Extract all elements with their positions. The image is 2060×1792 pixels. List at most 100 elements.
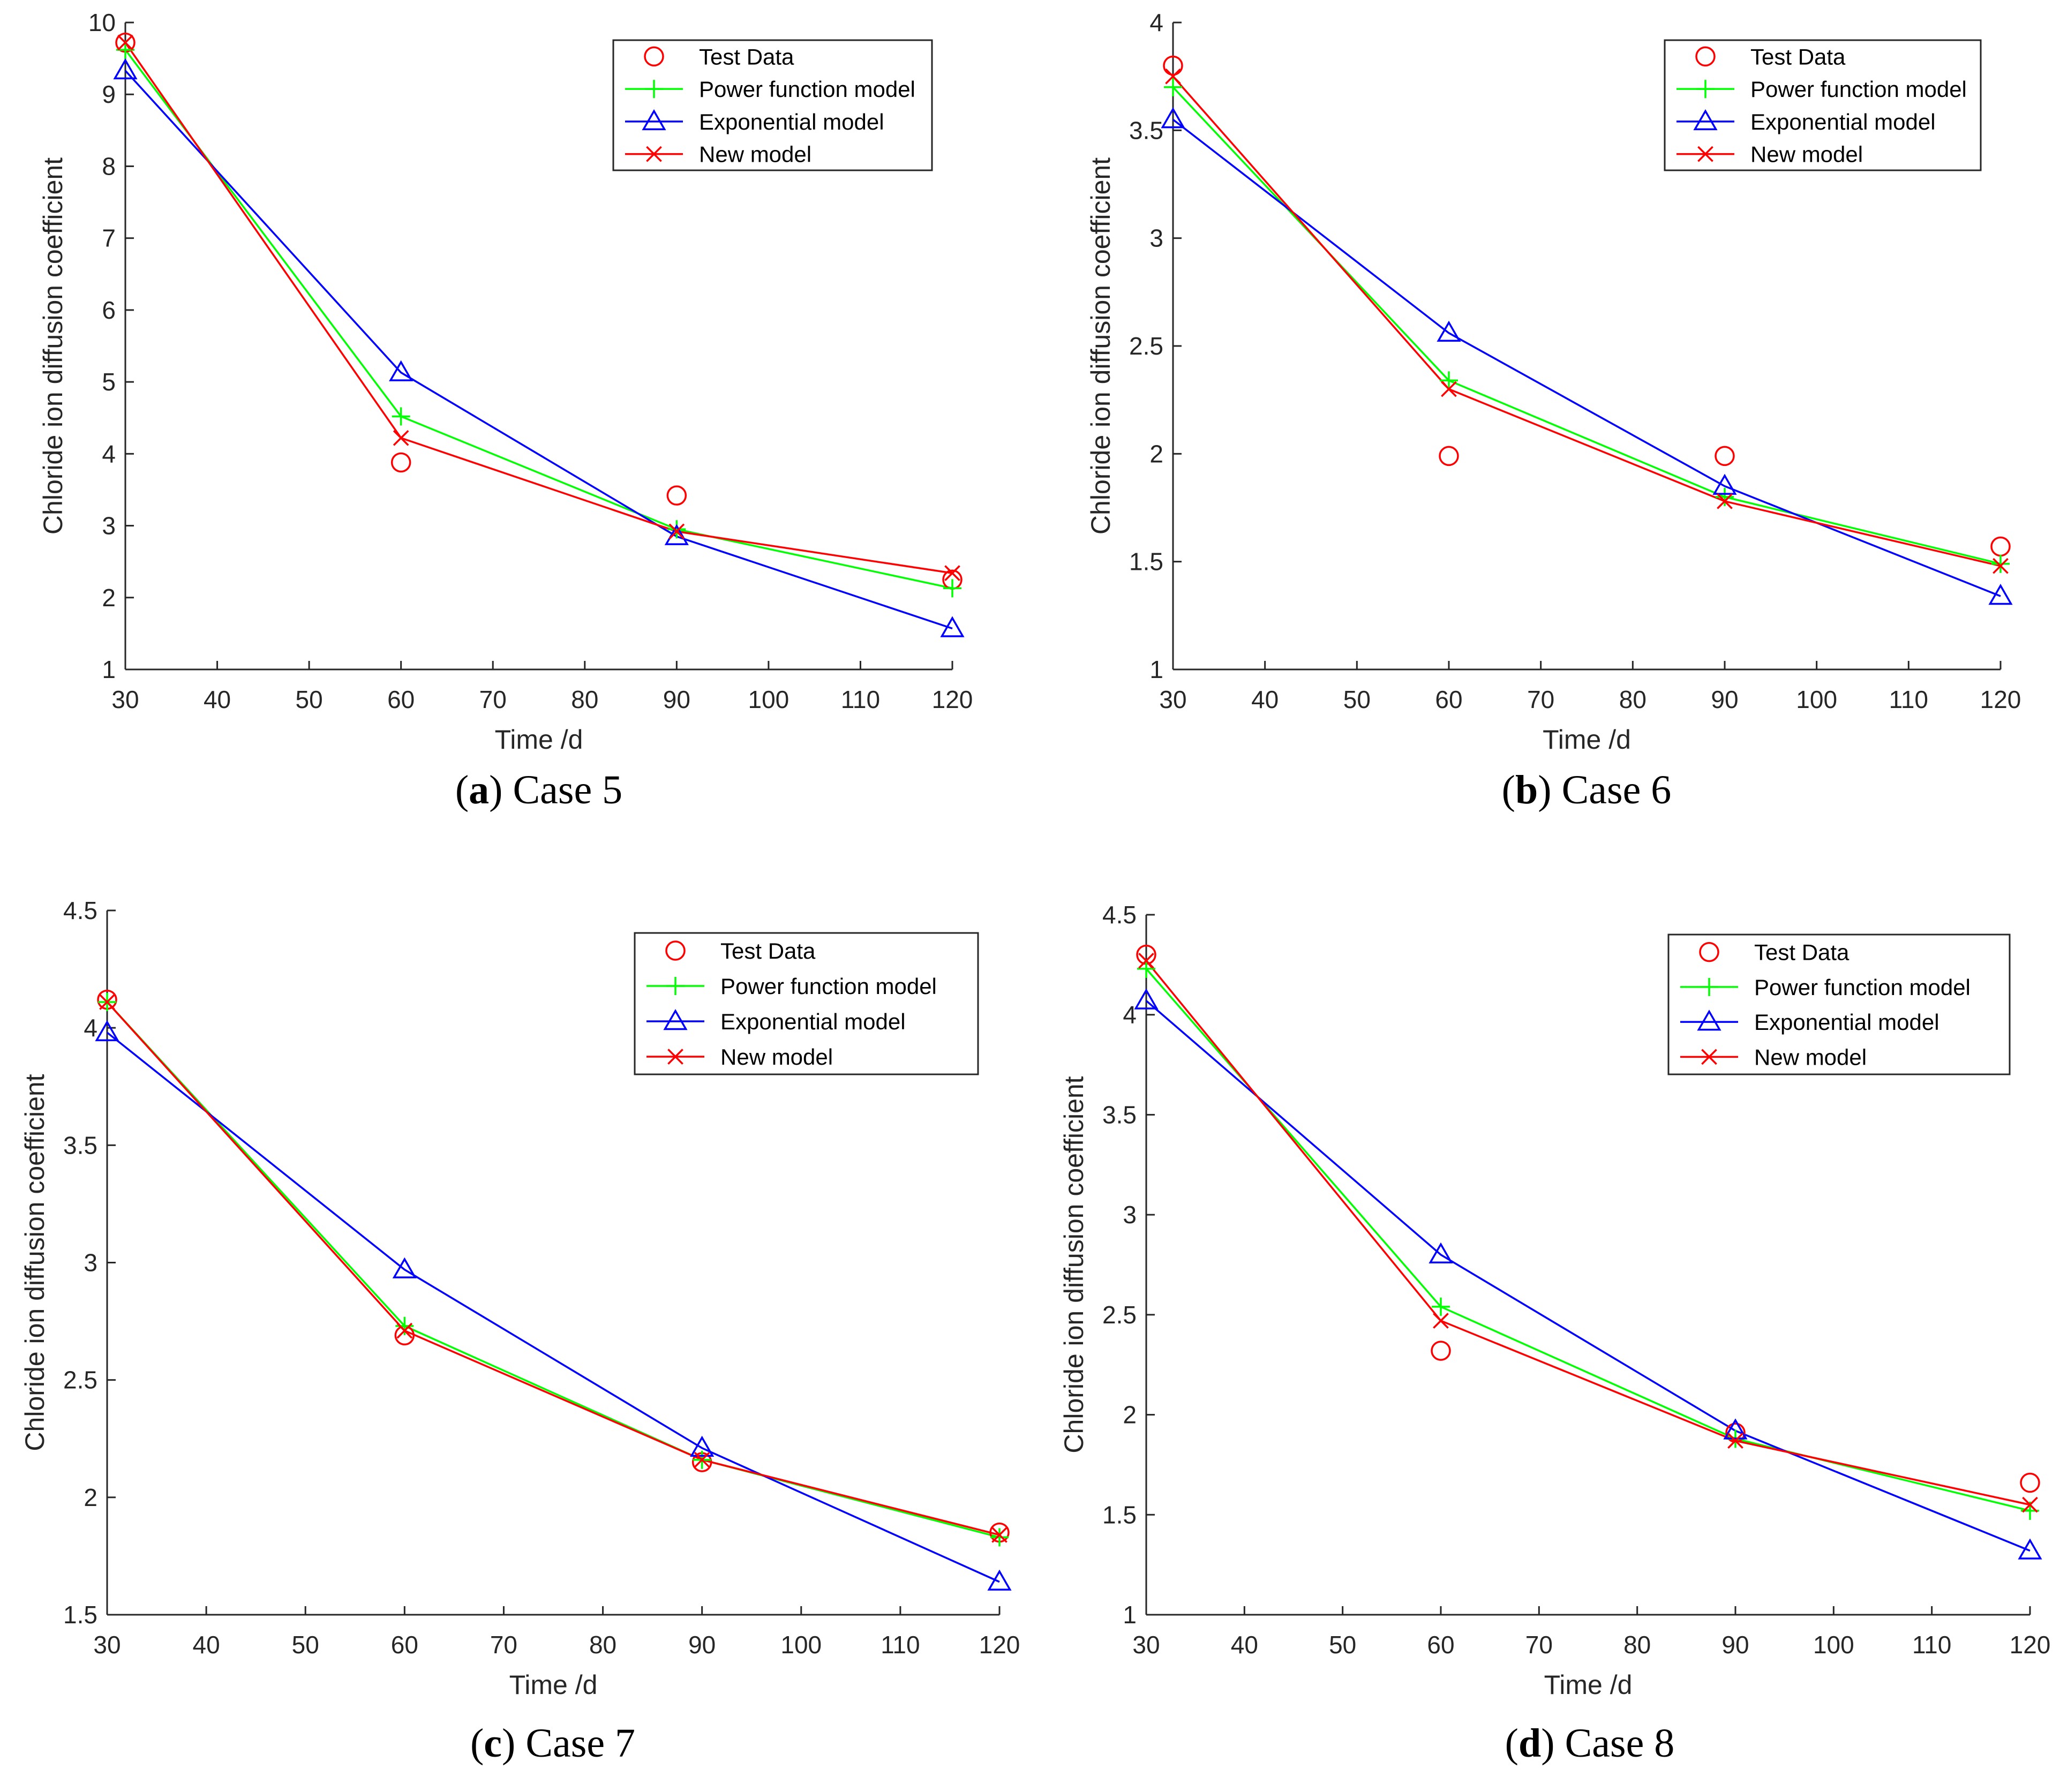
x-axis-label: Time /d [495, 725, 583, 755]
new-model-line [1145, 960, 2031, 1506]
x-tick-label: 70 [1527, 686, 1554, 713]
chart-panel-b: 30 40 50 60 70 80 90 100 110 120 1 1.5 2 2.5 3 3.5 4 Time… [1086, 9, 2021, 812]
legend-label: Power function model [699, 77, 915, 102]
caption-text: Case 6 [1562, 767, 1672, 812]
y-axis-label: Chloride ion diffusion coefficient [38, 157, 68, 534]
x-tick-label: 100 [780, 1631, 822, 1659]
legend-label: Power function model [720, 974, 937, 999]
new-model-point [1441, 381, 1457, 397]
caption-text: Case 7 [525, 1721, 635, 1766]
test-data-point [1990, 536, 2011, 557]
test-data-point [1163, 55, 1183, 76]
x-tick-label: 30 [1132, 1631, 1160, 1659]
x-tick-label: 100 [1813, 1631, 1854, 1659]
exponential-model-point [389, 360, 413, 381]
legend-label: New model [699, 142, 811, 167]
x-axis-label: Time /d [1543, 725, 1631, 755]
x-tick-label: 50 [1329, 1631, 1356, 1659]
x-tick-label: 60 [1427, 1631, 1454, 1659]
legend-label: Exponential model [720, 1009, 906, 1034]
x-tick-label: 120 [932, 686, 973, 713]
y-tick-label: 3 [84, 1249, 97, 1277]
x-tick-label: 120 [1980, 686, 2021, 713]
power-function-model-point [1440, 371, 1458, 390]
x-tick-label: 90 [663, 686, 690, 713]
caption-letter: b [1515, 767, 1538, 812]
x-tick-label: 30 [1159, 686, 1186, 713]
y-tick-label: 2.5 [1129, 332, 1163, 360]
exponential-model-line [1172, 118, 2001, 597]
x-tick-label: 100 [1796, 686, 1837, 713]
test-data-point [390, 452, 411, 473]
y-axis-label: Chloride ion diffusion coefficient [1059, 1076, 1089, 1453]
y-tick-label: 6 [102, 296, 116, 324]
x-tick-label: 110 [881, 1631, 920, 1659]
caption-paren: ) [502, 1721, 525, 1766]
y-tick-label: 4.5 [63, 897, 97, 924]
exponential-model-point [1712, 473, 1737, 495]
legend-label: New model [1750, 142, 1863, 167]
caption-paren: ( [1505, 1721, 1518, 1766]
caption-letter: a [469, 767, 489, 812]
power-function-model-point [1164, 78, 1182, 96]
legend-box [612, 39, 933, 171]
legend-label: Power function model [1750, 77, 1967, 102]
x-axis-label: Time /d [1544, 1670, 1633, 1700]
caption-text: Case 8 [1565, 1721, 1675, 1766]
legend-label: Exponential model [1754, 1010, 1939, 1035]
new-model-point [694, 1451, 710, 1468]
x-tick-label: 80 [1619, 686, 1647, 713]
legend-box [1667, 933, 2011, 1075]
y-tick-label: 1.5 [1102, 1501, 1137, 1529]
y-tick-label: 1.5 [1129, 548, 1163, 576]
test-data-point [1439, 446, 1459, 466]
legend-label: New model [720, 1044, 833, 1070]
exponential-model-point [1161, 107, 1185, 129]
legend-swatch-marker [1696, 80, 1715, 99]
y-axis-label: Chloride ion diffusion coefficient [1086, 157, 1116, 534]
new-model-point [991, 1527, 1008, 1543]
chart-panel-d: 30 40 50 60 70 80 90 100 110 120 1 1.5 2 2.5 3 3.5 4 4.5 T… [1059, 901, 2050, 1766]
legend-swatch-marker [667, 1049, 683, 1065]
legend-label: Power function model [1754, 975, 1971, 1000]
exponential-model-point [392, 1257, 417, 1278]
legend-swatch-marker [1700, 977, 1718, 996]
test-data-point [1431, 1341, 1451, 1361]
y-tick-label: 5 [102, 368, 116, 396]
legend-swatch-marker [645, 80, 663, 99]
x-tick-label: 30 [93, 1631, 121, 1659]
new-model-point [1993, 558, 2009, 574]
y-tick-label: 2.5 [1102, 1301, 1137, 1329]
y-tick-label: 1 [102, 656, 116, 683]
x-tick-label: 110 [1889, 686, 1928, 713]
legend-swatch-marker [663, 1008, 688, 1030]
new-model-point [1433, 1313, 1449, 1329]
new-model-point [668, 523, 685, 540]
y-axis-label: Chloride ion diffusion coefficient [20, 1074, 50, 1451]
new-model-point [117, 34, 133, 51]
new-model-point [1717, 493, 1733, 509]
y-tick-label: 2 [102, 584, 116, 612]
power-function-model-point [943, 579, 961, 598]
y-tick-label: 2 [1123, 1401, 1137, 1429]
y-tick-label: 3.5 [63, 1131, 97, 1159]
x-tick-label: 60 [391, 1631, 418, 1659]
power-function-model-point [1991, 554, 2010, 573]
x-tick-label: 70 [490, 1631, 517, 1659]
y-tick-label: 3 [1149, 224, 1163, 252]
y-tick-label: 10 [88, 9, 116, 36]
x-tick-label: 80 [571, 686, 598, 713]
legend-swatch-marker [1695, 46, 1716, 67]
power-function-model-line [1145, 968, 2031, 1512]
y-tick-label: 3 [1123, 1201, 1137, 1229]
new-model-point [393, 430, 409, 446]
y-tick-label: 4 [1123, 1001, 1137, 1029]
y-tick-label: 4.5 [1102, 901, 1137, 929]
exponential-model-point [690, 1435, 715, 1457]
exponential-model-point [2018, 1538, 2042, 1560]
test-data-point [2020, 1472, 2040, 1493]
exponential-model-point [1134, 988, 1159, 1010]
x-tick-label: 40 [1231, 1631, 1258, 1659]
x-tick-label: 120 [2010, 1631, 2051, 1659]
